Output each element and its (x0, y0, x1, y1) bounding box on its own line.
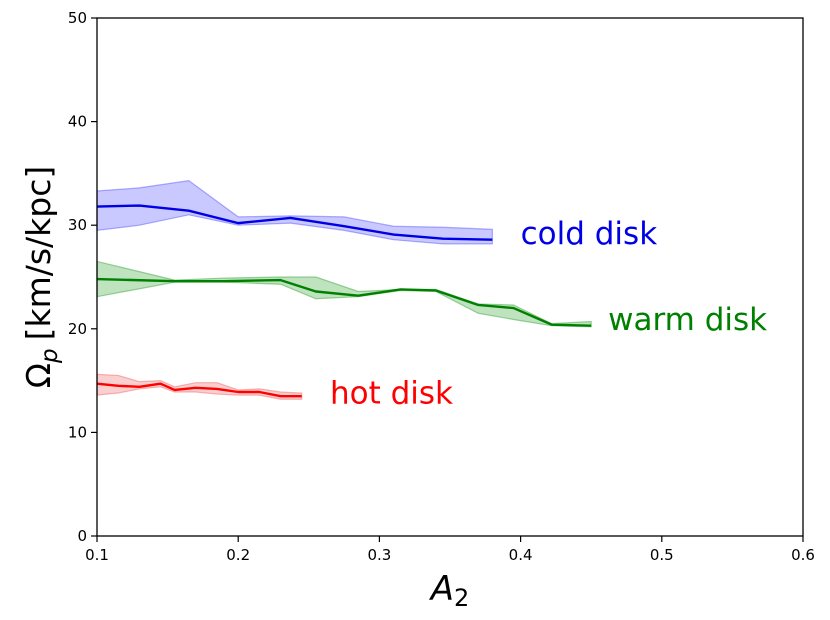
y-tick-label: 20 (68, 320, 87, 338)
x-tick-label: 0.3 (367, 546, 391, 564)
y-tick-label: 10 (68, 423, 87, 441)
y-tick-label: 50 (68, 9, 87, 27)
hot-disk-line (96, 382, 302, 398)
y-tick-label: 30 (68, 216, 87, 234)
y-axis-ticks: 0 10 20 30 40 50 (68, 9, 97, 545)
y-axis-label-subscript: p (37, 348, 63, 364)
x-axis-label: A2 (429, 569, 470, 612)
x-tick-label: 0.4 (509, 546, 533, 564)
y-tick-label: 0 (77, 527, 87, 545)
y-tick-label: 40 (68, 113, 87, 131)
x-axis-label-subscript: 2 (454, 584, 469, 612)
plot-background (97, 18, 803, 536)
x-tick-label: 0.5 (650, 546, 674, 564)
cold-disk-line (96, 204, 493, 241)
x-tick-label: 0.2 (226, 546, 250, 564)
series-lines (96, 204, 592, 398)
cold-disk-label: cold disk (521, 216, 658, 252)
x-axis-ticks: 0.1 0.2 0.3 0.4 0.5 0.6 (85, 536, 815, 564)
series-labels: cold disk warm disk hot disk (330, 216, 767, 412)
cold-disk-band (96, 180, 493, 245)
x-tick-label: 0.6 (791, 546, 815, 564)
hot-disk-label: hot disk (330, 375, 453, 411)
y-axis-label: Ωp[km/s/kpc] (19, 166, 63, 388)
y-axis-label-units: [km/s/kpc] (19, 166, 58, 341)
x-tick-label: 0.1 (85, 546, 109, 564)
plot-frame (96, 17, 804, 537)
warm-disk-label: warm disk (608, 302, 767, 338)
warm-disk-line (96, 277, 592, 327)
